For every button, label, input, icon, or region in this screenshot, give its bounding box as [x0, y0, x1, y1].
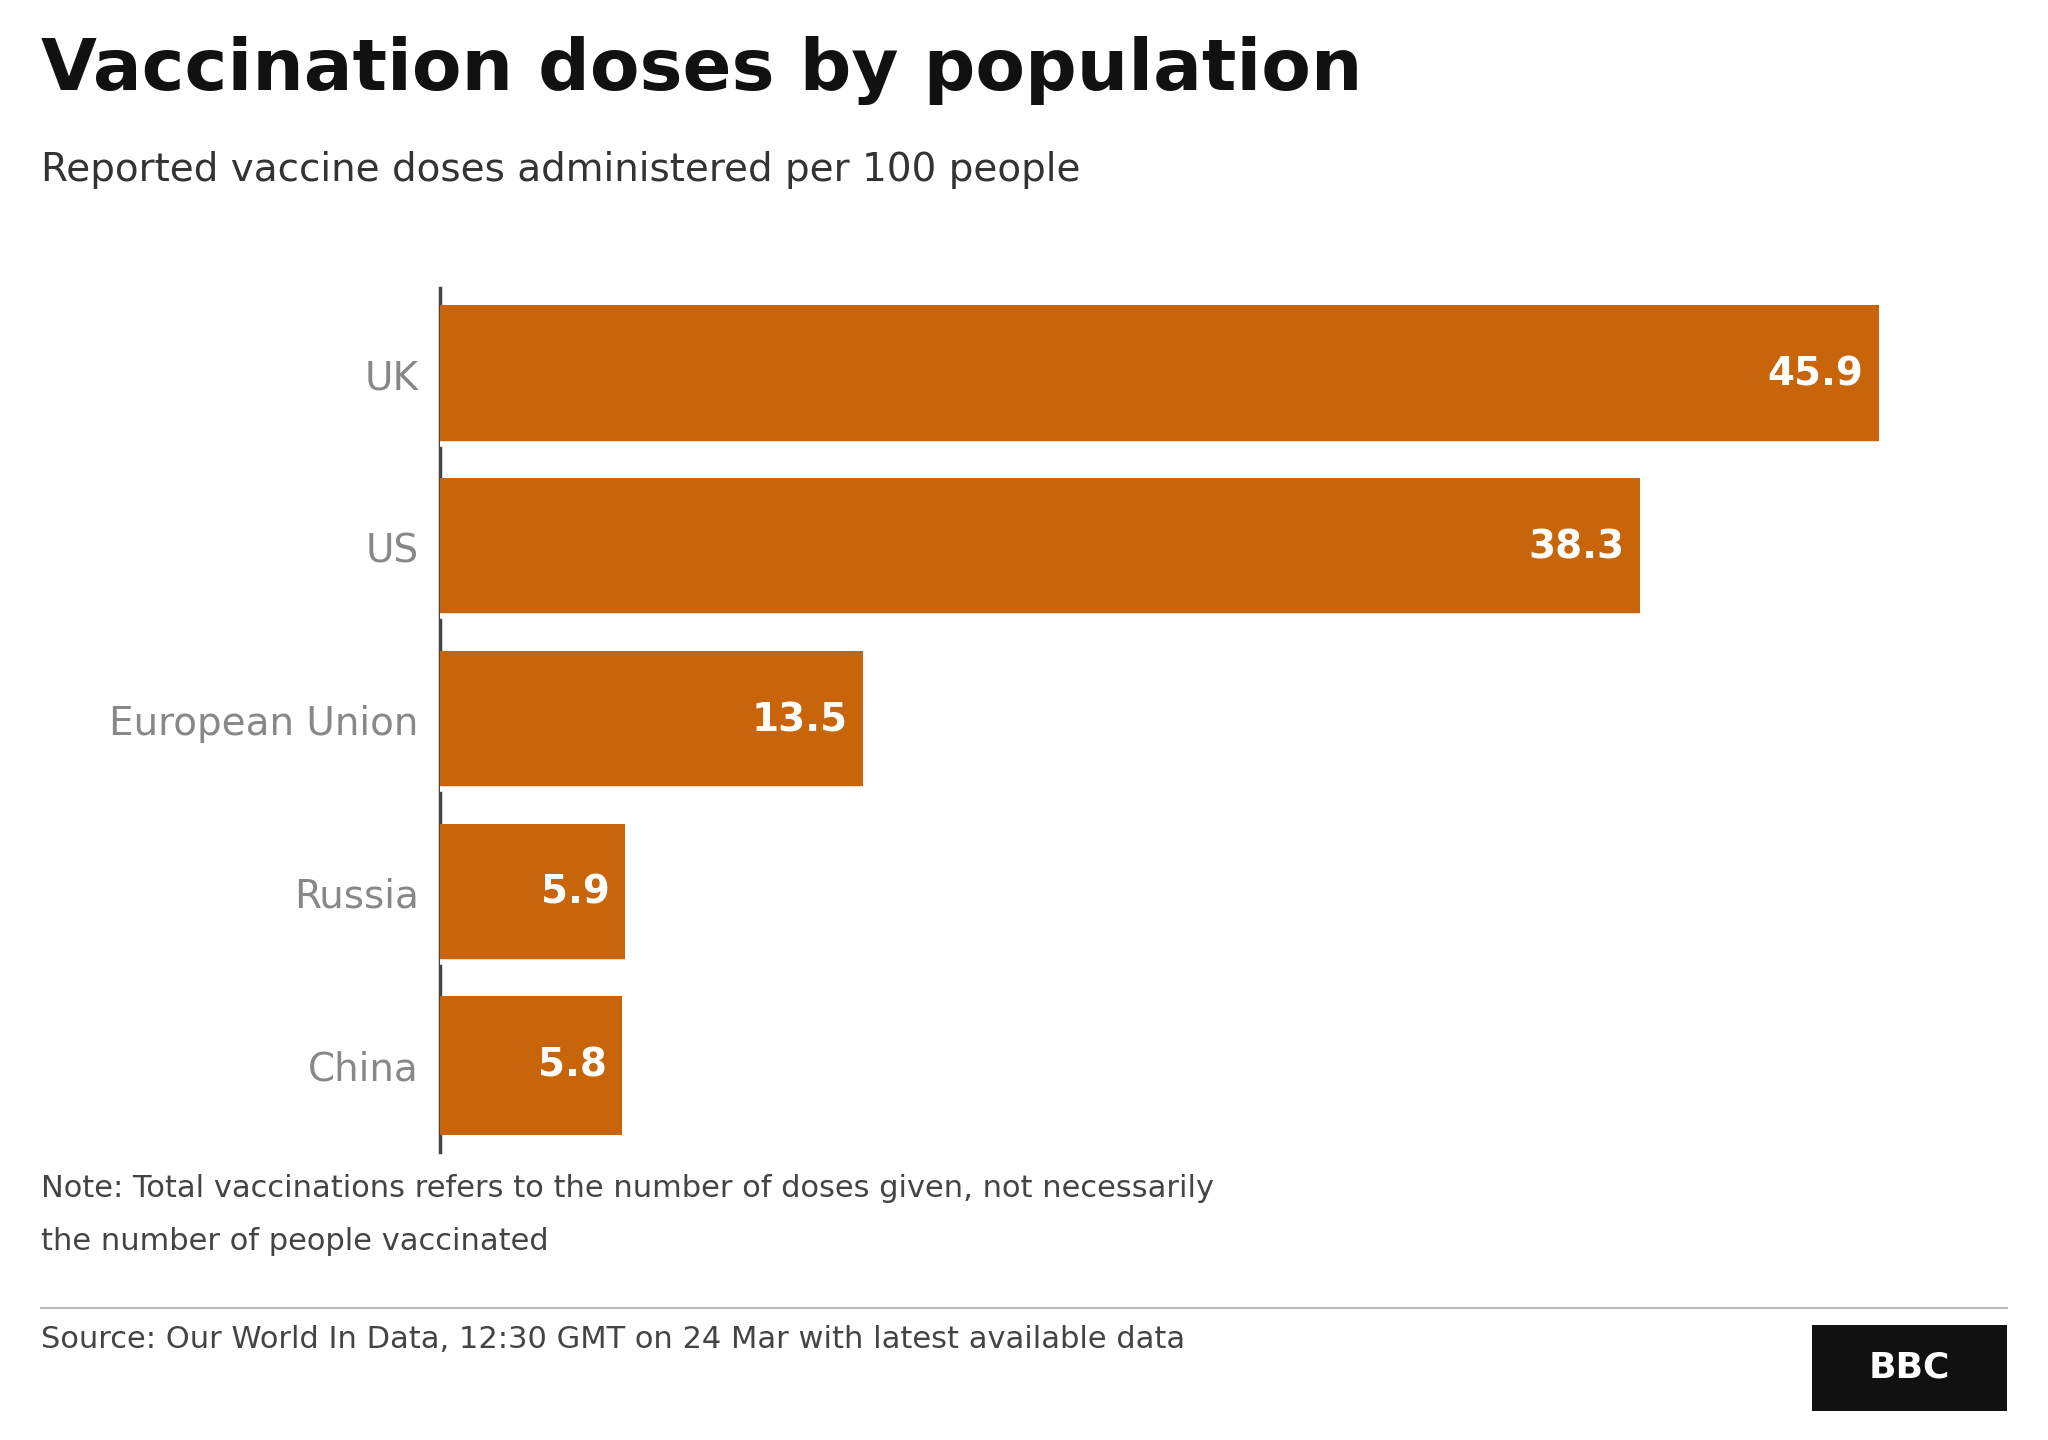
- Text: 5.9: 5.9: [541, 874, 610, 912]
- Text: BBC: BBC: [1870, 1351, 1950, 1385]
- Text: Vaccination doses by population: Vaccination doses by population: [41, 36, 1362, 105]
- Bar: [440, 996, 623, 1135]
- Text: the number of people vaccinated: the number of people vaccinated: [41, 1227, 549, 1256]
- Text: 5.8: 5.8: [537, 1047, 606, 1084]
- Text: Source: Our World In Data, 12:30 GMT on 24 Mar with latest available data: Source: Our World In Data, 12:30 GMT on …: [41, 1325, 1186, 1354]
- Text: Note: Total vaccinations refers to the number of doses given, not necessarily: Note: Total vaccinations refers to the n…: [41, 1174, 1214, 1202]
- Bar: [440, 478, 1640, 616]
- Text: Reported vaccine doses administered per 100 people: Reported vaccine doses administered per …: [41, 151, 1081, 189]
- Bar: [440, 305, 1878, 444]
- Bar: [440, 651, 864, 789]
- Text: 38.3: 38.3: [1528, 528, 1624, 566]
- Text: 13.5: 13.5: [752, 701, 848, 739]
- Bar: [440, 824, 625, 962]
- Text: 45.9: 45.9: [1767, 356, 1864, 393]
